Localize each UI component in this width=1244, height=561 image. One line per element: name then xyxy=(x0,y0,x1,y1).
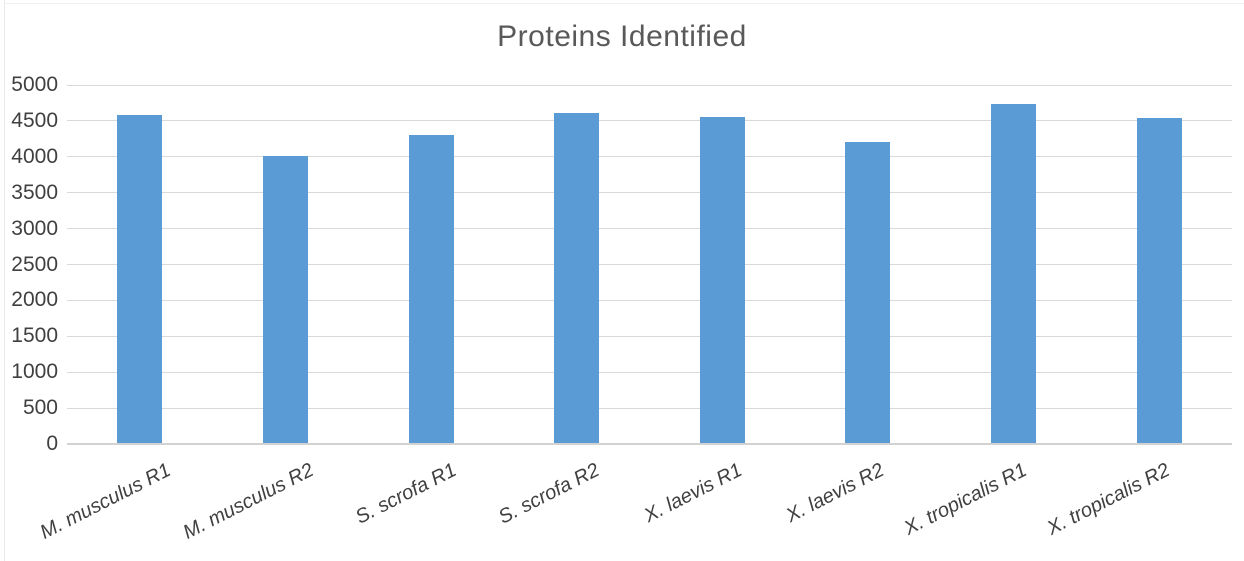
y-axis-label: 2500 xyxy=(11,252,58,276)
bar xyxy=(845,142,891,444)
y-axis-label: 1000 xyxy=(11,360,58,384)
x-axis-label: M. musculus R2 xyxy=(179,459,318,544)
y-axis-label: 5000 xyxy=(11,73,58,96)
y-axis-label: 2000 xyxy=(11,288,58,312)
gridline xyxy=(67,371,1232,373)
bar xyxy=(408,134,454,444)
gridline xyxy=(67,264,1232,265)
gridline xyxy=(67,228,1232,230)
x-axis-label: S. scrofa R1 xyxy=(352,459,461,529)
gridline xyxy=(67,120,1232,122)
x-axis-label: S. scrofa R2 xyxy=(494,459,603,529)
bar xyxy=(262,156,308,444)
top-border-line xyxy=(4,3,1244,4)
bar xyxy=(991,104,1037,444)
y-axis-label: 3500 xyxy=(11,180,58,204)
y-axis-label: 500 xyxy=(22,396,58,420)
x-axis-label: X. tropicalis R1 xyxy=(900,459,1031,540)
gridline xyxy=(67,84,1232,86)
bar xyxy=(1136,118,1182,444)
bar xyxy=(699,117,745,444)
bar xyxy=(117,115,163,444)
y-axis-label: 3000 xyxy=(11,216,58,240)
gridline xyxy=(67,407,1232,409)
gridline xyxy=(67,192,1232,194)
x-axis-label: X. laevis R2 xyxy=(782,459,888,528)
gridline xyxy=(67,299,1232,301)
bar xyxy=(554,113,600,444)
left-border-line xyxy=(4,0,5,561)
x-axis-line xyxy=(67,443,1232,445)
y-axis-label: 1500 xyxy=(11,324,58,348)
chart-title: Proteins Identified xyxy=(497,20,747,53)
x-axis-label: M. musculus R1 xyxy=(37,459,175,544)
x-axis-label: X. tropicalis R2 xyxy=(1043,459,1174,540)
x-axis-label: X. laevis R1 xyxy=(640,459,746,528)
gridline xyxy=(67,156,1232,158)
y-axis-label: 4000 xyxy=(11,144,58,168)
y-axis-label: 4500 xyxy=(11,108,58,132)
y-axis-label: 0 xyxy=(46,432,58,455)
gridline xyxy=(67,335,1232,337)
